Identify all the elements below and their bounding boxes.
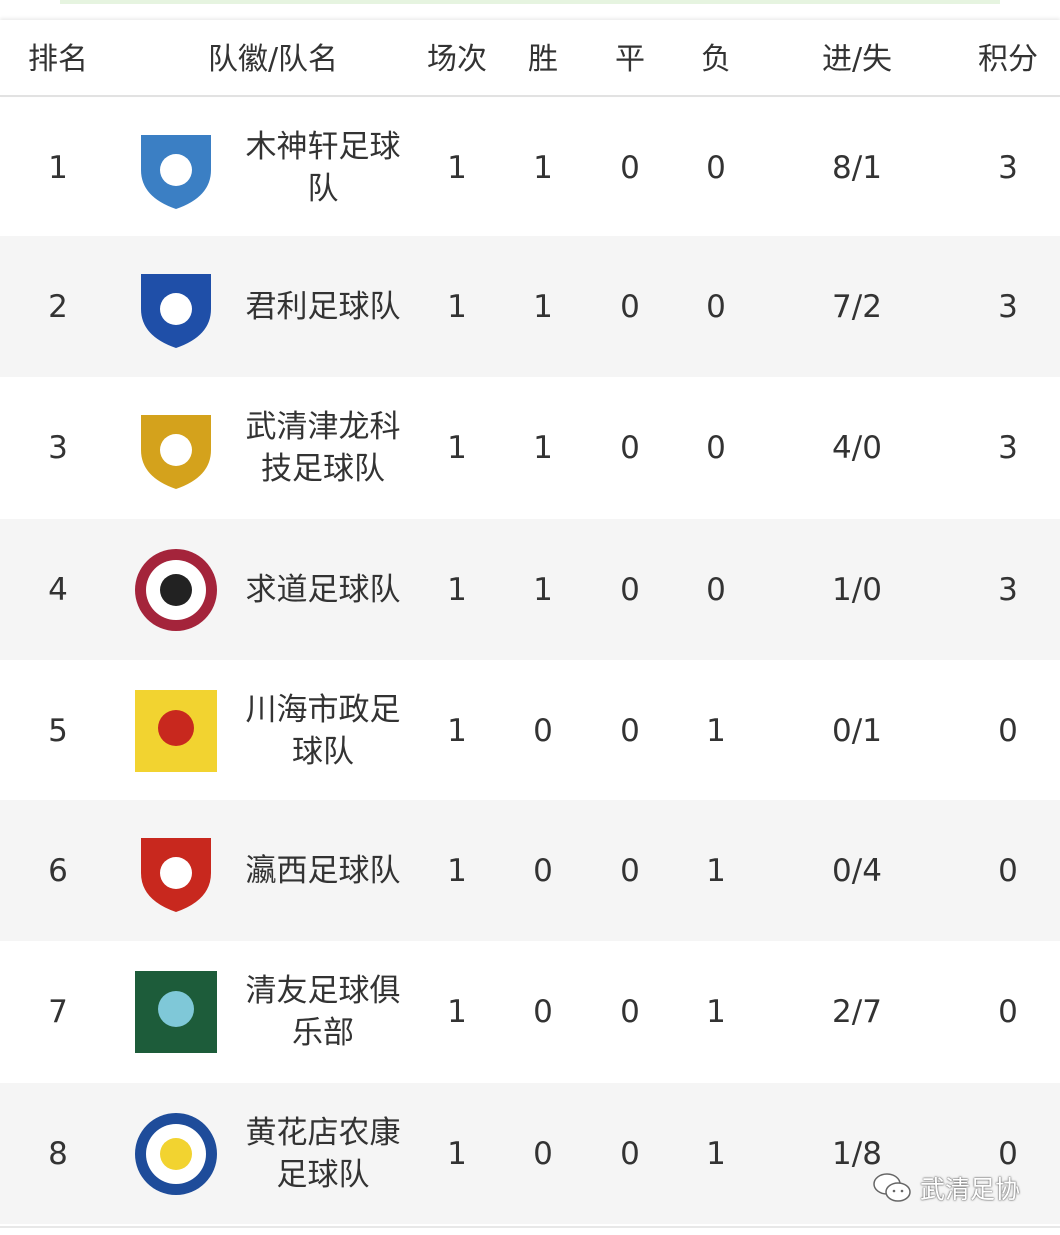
- cell-played: 1: [447, 852, 467, 889]
- team-name: 求道足球队: [245, 571, 401, 608]
- bottom-divider: [0, 1226, 1060, 1228]
- cell-lost: 1: [706, 1135, 726, 1172]
- cell-drawn: 0: [620, 712, 640, 749]
- cell-goals: 8/1: [832, 149, 882, 186]
- watermark: 武清足协: [872, 1170, 1020, 1206]
- cell-points: 3: [998, 288, 1018, 325]
- cell-rank: 3: [48, 429, 68, 466]
- cell-played: 1: [447, 993, 467, 1030]
- cell-played: 1: [447, 288, 467, 325]
- cell-lost: 1: [706, 712, 726, 749]
- cell-won: 0: [533, 993, 553, 1030]
- header-lost: 负: [701, 42, 731, 77]
- cell-drawn: 0: [620, 429, 640, 466]
- table-row[interactable]: 7 1 0 0 1 2/7 0 清友足球俱乐部: [0, 941, 1060, 1082]
- cell-played: 1: [447, 149, 467, 186]
- team-name: 君利足球队: [245, 288, 401, 325]
- cell-played: 1: [447, 429, 467, 466]
- cell-won: 1: [533, 429, 553, 466]
- cell-goals: 1/0: [832, 571, 882, 608]
- pegasus-shield-icon: [141, 414, 211, 489]
- cell-won: 1: [533, 571, 553, 608]
- team-name: 清友足球俱乐部: [245, 972, 401, 1051]
- cell-lost: 1: [706, 993, 726, 1030]
- cell-rank: 7: [48, 993, 68, 1030]
- cell-points: 0: [998, 993, 1018, 1030]
- cell-played: 1: [447, 712, 467, 749]
- yellow-square-crest-icon: [135, 689, 217, 772]
- header-drawn: 平: [615, 42, 645, 77]
- header-goals: 进/失: [821, 42, 893, 77]
- cell-rank: 1: [48, 149, 68, 186]
- table-row[interactable]: 1 1 1 0 0 8/1 3 木神轩足球队: [0, 97, 1060, 238]
- cell-rank: 6: [48, 852, 68, 889]
- cell-points: 0: [998, 712, 1018, 749]
- cell-played: 1: [447, 571, 467, 608]
- cell-goals: 4/0: [832, 429, 882, 466]
- cell-rank: 5: [48, 712, 68, 749]
- round-badge-icon: [135, 548, 217, 631]
- cell-rank: 2: [48, 288, 68, 325]
- cell-played: 1: [447, 1135, 467, 1172]
- team-name: 瀛西足球队: [245, 852, 401, 889]
- cell-rank: 4: [48, 571, 68, 608]
- cell-points: 0: [998, 852, 1018, 889]
- cell-goals: 2/7: [832, 993, 882, 1030]
- cell-drawn: 0: [620, 852, 640, 889]
- table-row[interactable]: 5 1 0 0 1 0/1 0 川海市政足球队: [0, 660, 1060, 801]
- red-shield-crest-icon: [141, 837, 211, 912]
- team-name: 木神轩足球队: [245, 128, 401, 207]
- cell-drawn: 0: [620, 288, 640, 325]
- table-row[interactable]: 6 1 0 0 1 0/4 0 瀛西足球队: [0, 800, 1060, 941]
- table-row[interactable]: 8 1 0 0 1 1/8 0 黄花店农康足球队: [0, 1083, 1060, 1224]
- eagle-crest-icon: [141, 134, 211, 209]
- header-rank: 排名: [28, 42, 88, 77]
- cell-drawn: 0: [620, 571, 640, 608]
- cell-won: 1: [533, 149, 553, 186]
- table-row[interactable]: 4 1 1 0 0 1/0 3 求道足球队: [0, 519, 1060, 660]
- cell-lost: 1: [706, 852, 726, 889]
- team-name: 黄花店农康足球队: [245, 1114, 401, 1193]
- cell-won: 1: [533, 288, 553, 325]
- team-name: 武清津龙科技足球队: [245, 408, 401, 487]
- cell-drawn: 0: [620, 993, 640, 1030]
- cell-drawn: 0: [620, 149, 640, 186]
- cell-lost: 0: [706, 429, 726, 466]
- cell-points: 3: [998, 571, 1018, 608]
- watermark-text: 武清足协: [920, 1175, 1021, 1204]
- cell-drawn: 0: [620, 1135, 640, 1172]
- cell-goals: 1/8: [832, 1135, 882, 1172]
- shield-crest-icon: [141, 273, 211, 348]
- table-row[interactable]: 3 1 1 0 0 4/0 3 武清津龙科技足球队: [0, 377, 1060, 518]
- header-team: 队徽/队名: [207, 42, 339, 77]
- header-won: 胜: [528, 42, 558, 77]
- wechat-icon: [873, 1173, 911, 1202]
- cell-won: 0: [533, 1135, 553, 1172]
- top-divider: [60, 0, 1000, 4]
- table-row[interactable]: 2 1 1 0 0 7/2 3 君利足球队: [0, 236, 1060, 377]
- cell-points: 0: [998, 1135, 1018, 1172]
- cell-points: 3: [998, 149, 1018, 186]
- cell-points: 3: [998, 429, 1018, 466]
- header-points: 积分: [978, 42, 1038, 77]
- cell-won: 0: [533, 712, 553, 749]
- cell-won: 0: [533, 852, 553, 889]
- header-played: 场次: [427, 42, 487, 77]
- qingyou-crest-icon: [135, 970, 217, 1053]
- cell-goals: 0/4: [832, 852, 882, 889]
- cell-rank: 8: [48, 1135, 68, 1172]
- cell-goals: 0/1: [832, 712, 882, 749]
- cell-lost: 0: [706, 571, 726, 608]
- team-name: 川海市政足球队: [245, 691, 401, 770]
- cell-goals: 7/2: [832, 288, 882, 325]
- table-header: 排名 队徽/队名 场次 胜 平 负 进/失 积分: [0, 20, 1060, 97]
- cell-lost: 0: [706, 288, 726, 325]
- flower-badge-icon: [135, 1112, 217, 1195]
- cell-lost: 0: [706, 149, 726, 186]
